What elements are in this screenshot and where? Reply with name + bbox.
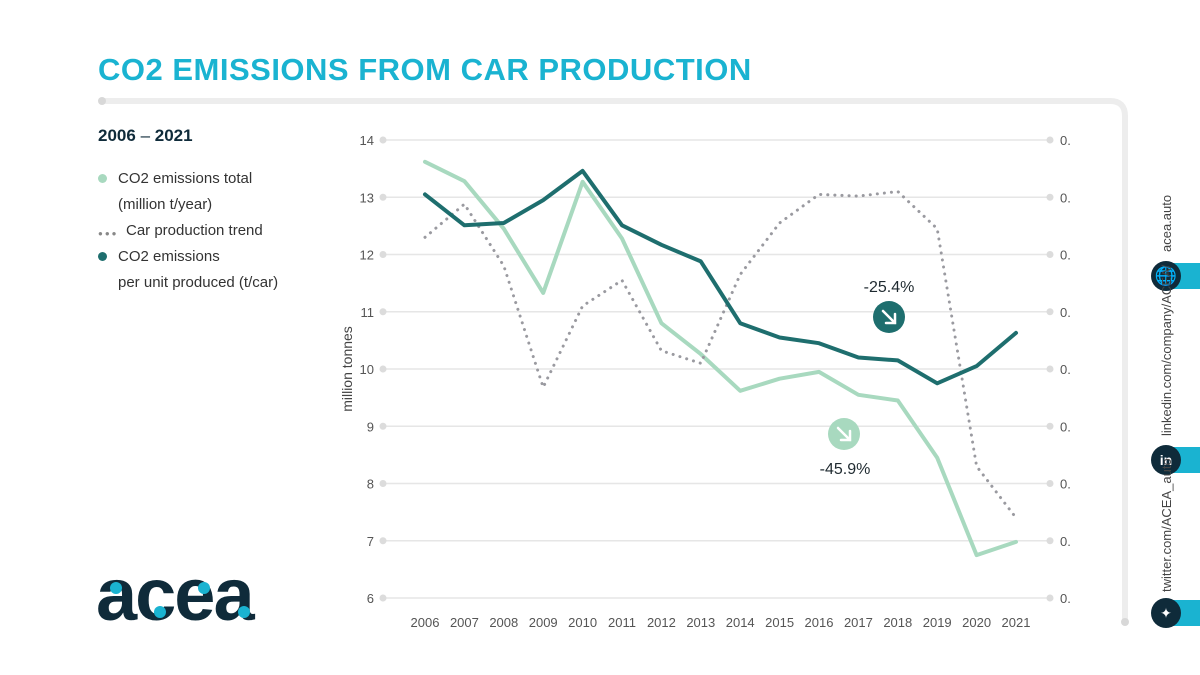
period-separator: – bbox=[140, 126, 151, 145]
x-tick: 2009 bbox=[529, 615, 558, 630]
y-tick-right: 0.7 bbox=[1060, 248, 1070, 263]
acea-logo: acea bbox=[96, 560, 257, 632]
y-tick-right: 0.8 bbox=[1060, 190, 1070, 205]
x-tick: 2008 bbox=[489, 615, 518, 630]
twitter-url[interactable]: twitter.com/ACEA_auto bbox=[1159, 458, 1174, 592]
series-line-trend bbox=[423, 190, 1018, 520]
legend-marker-total bbox=[98, 174, 107, 183]
gridline-dot-right bbox=[1046, 308, 1054, 316]
legend-item-perunit: CO2 emissions per unit produced (t/car) bbox=[98, 244, 278, 296]
chart-legend: CO2 emissions total (million t/year) ●●●… bbox=[98, 166, 278, 296]
legend-label-perunit-line2: per unit produced (t/car) bbox=[118, 274, 279, 291]
x-tick: 2020 bbox=[962, 615, 991, 630]
x-tick: 2011 bbox=[608, 615, 636, 630]
y-tick-left: 13 bbox=[360, 190, 374, 205]
gridline-dot-left bbox=[379, 193, 387, 201]
line-chart: 6 7 8 9 10 11 12 13 14 0.1 0.2 0.3 0.4 0.5 0.6 0.7 0.8 0.… bbox=[339, 133, 1070, 630]
legend-marker-perunit bbox=[98, 252, 107, 261]
gridline-dot-right bbox=[1046, 480, 1054, 487]
y-tick-right: 0.2 bbox=[1060, 534, 1070, 549]
gridline-dot-left bbox=[379, 594, 387, 602]
x-tick: 2019 bbox=[923, 615, 952, 630]
gridline-dot-left bbox=[379, 308, 387, 316]
x-tick: 2014 bbox=[726, 615, 755, 630]
gridline-dot-right bbox=[1046, 193, 1054, 201]
y-tick-right: 0.4 bbox=[1060, 419, 1070, 434]
period-start: 2006 bbox=[98, 126, 136, 145]
bird-icon[interactable]: ✦ bbox=[1151, 598, 1181, 628]
gridline-dot-right bbox=[1046, 365, 1054, 373]
x-tick: 2015 bbox=[765, 615, 794, 630]
gridline-dot-right bbox=[1046, 136, 1054, 144]
legend-label-total-line2: (million t/year) bbox=[118, 196, 213, 213]
x-tick: 2017 bbox=[844, 615, 873, 630]
x-tick: 2012 bbox=[647, 615, 676, 630]
logo-text: acea bbox=[96, 560, 255, 632]
y-tick-left: 7 bbox=[367, 534, 374, 549]
period-end: 2021 bbox=[154, 126, 193, 145]
legend-marker-trend: ●●● bbox=[98, 229, 119, 238]
series-line-total bbox=[423, 159, 1018, 558]
x-tick: 2007 bbox=[450, 615, 479, 630]
annotation-total-label: -45.9% bbox=[820, 461, 871, 478]
page-title: CO2 EMISSIONS FROM CAR PRODUCTION bbox=[98, 52, 752, 87]
annotation-perunit-arrow-icon bbox=[881, 309, 897, 325]
x-tick: 2021 bbox=[1002, 615, 1031, 630]
legend-item-total: CO2 emissions total (million t/year) bbox=[98, 166, 278, 218]
legend-label-perunit-line1: CO2 emissions bbox=[118, 248, 220, 265]
gridline-dot-right bbox=[1046, 594, 1054, 602]
legend-label-total-line1: CO2 emissions total bbox=[118, 170, 253, 187]
y-tick-right: 0.5 bbox=[1060, 362, 1070, 377]
website-url[interactable]: acea.auto bbox=[1159, 194, 1174, 252]
gridline-dot-left bbox=[379, 537, 387, 545]
y-tick-right: 0.6 bbox=[1060, 305, 1070, 320]
annotation-total-arrow-icon bbox=[836, 426, 852, 442]
x-tick: 2013 bbox=[686, 615, 715, 630]
y-tick-right: 0.3 bbox=[1060, 477, 1070, 492]
y-tick-left: 14 bbox=[360, 133, 374, 148]
linkedin-url[interactable]: linkedin.com/company/ACEA/ bbox=[1159, 264, 1174, 436]
y-axis-label-left: million tonnes bbox=[339, 326, 355, 412]
period-label: 2006 – 2021 bbox=[98, 126, 193, 146]
y-tick-left: 11 bbox=[361, 305, 375, 320]
gridline-dot-right bbox=[1046, 537, 1054, 545]
y-tick-right: 0.1 bbox=[1060, 591, 1070, 606]
x-tick: 2018 bbox=[883, 615, 912, 630]
linkedin-icon[interactable]: in bbox=[1151, 445, 1181, 475]
y-tick-left: 12 bbox=[360, 248, 374, 263]
x-tick: 2016 bbox=[805, 615, 834, 630]
annotation-perunit-label: -25.4% bbox=[864, 279, 915, 296]
y-tick-left: 9 bbox=[367, 419, 374, 434]
x-tick: 2010 bbox=[568, 615, 597, 630]
gridline-dot-left bbox=[379, 480, 387, 487]
y-tick-left: 8 bbox=[367, 477, 374, 492]
x-tick: 2006 bbox=[411, 615, 440, 630]
gridline-dot-right bbox=[1046, 251, 1054, 258]
gridline-dot-left bbox=[379, 251, 387, 258]
gridline-dot-right bbox=[1046, 422, 1054, 430]
legend-item-trend: ●●● Car production trend bbox=[98, 218, 278, 244]
gridline-dot-left bbox=[379, 136, 387, 144]
y-tick-left: 10 bbox=[360, 362, 374, 377]
series-line-perunit bbox=[423, 168, 1018, 386]
legend-label-trend: Car production trend bbox=[126, 222, 263, 239]
y-tick-left: 6 bbox=[367, 591, 374, 606]
gridline-dot-left bbox=[379, 365, 387, 373]
y-tick-right: 0.9 bbox=[1060, 133, 1070, 148]
globe-icon[interactable]: 🌐 bbox=[1151, 261, 1181, 291]
gridline-dot-left bbox=[379, 422, 387, 430]
